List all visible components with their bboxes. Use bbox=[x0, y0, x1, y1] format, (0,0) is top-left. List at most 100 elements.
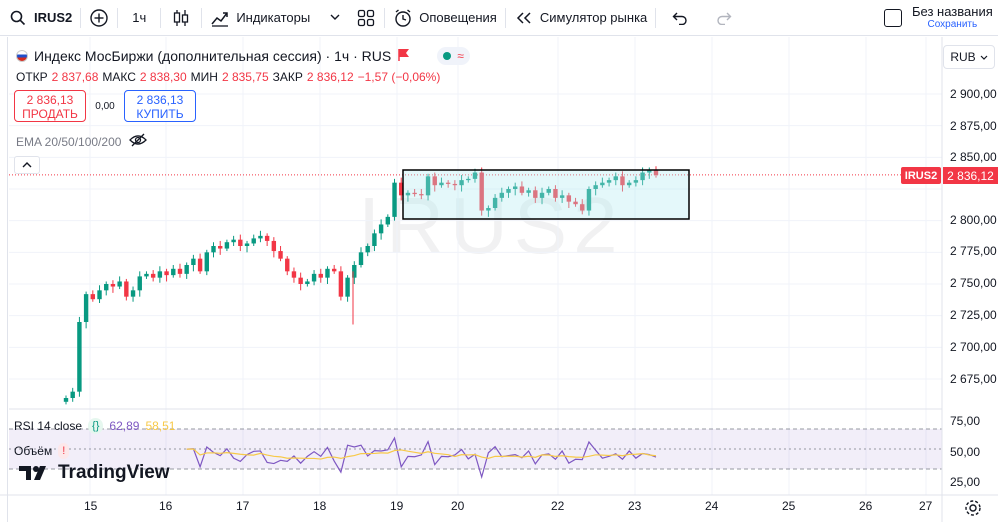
candle-body bbox=[77, 322, 82, 392]
candle-body bbox=[83, 294, 89, 322]
candle-body bbox=[251, 238, 256, 244]
time-tick: 17 bbox=[236, 499, 250, 513]
indicators-button[interactable]: Индикаторы bbox=[202, 0, 348, 36]
interval-button[interactable]: 1ч bbox=[118, 0, 160, 36]
candle-body bbox=[184, 265, 189, 274]
ema-legend[interactable]: EMA 20/50/100/200 bbox=[16, 133, 148, 150]
candle-body bbox=[244, 243, 250, 246]
warning-badge[interactable]: ! bbox=[58, 443, 70, 459]
rsi-badge[interactable]: {} bbox=[88, 418, 104, 434]
candle-body bbox=[137, 276, 142, 291]
time-tick: 27 bbox=[919, 499, 933, 513]
sell-price: 2 836,13 bbox=[26, 93, 74, 107]
volume-legend[interactable]: Объём ! bbox=[14, 443, 70, 459]
candle-body bbox=[258, 235, 263, 239]
candle-body bbox=[513, 186, 518, 189]
candle-body bbox=[305, 281, 310, 284]
plus-circle-icon bbox=[89, 8, 109, 28]
sell-button[interactable]: 2 836,13 ПРОДАТЬ bbox=[14, 90, 86, 122]
braces-icon: {} bbox=[92, 420, 100, 432]
candle-body bbox=[419, 194, 424, 196]
redo-button[interactable] bbox=[704, 0, 744, 36]
divider bbox=[504, 7, 506, 28]
indicators-label: Индикаторы bbox=[236, 10, 311, 25]
red-flag-icon[interactable] bbox=[397, 48, 411, 65]
tradingview-logo[interactable]: TradingView bbox=[18, 462, 170, 484]
chevron-down-icon[interactable] bbox=[330, 10, 340, 25]
candle-body bbox=[546, 189, 551, 193]
rsi-ma-line bbox=[186, 448, 657, 460]
templates-button[interactable] bbox=[348, 0, 384, 36]
candle-body bbox=[325, 268, 330, 278]
candle-body bbox=[378, 224, 384, 234]
candle-body bbox=[264, 235, 270, 241]
candle-body bbox=[533, 190, 538, 198]
candle-body bbox=[191, 258, 196, 265]
divider bbox=[201, 7, 203, 28]
candle-body bbox=[412, 192, 417, 195]
rsi-value: 62,89 bbox=[109, 419, 140, 433]
candle-body bbox=[352, 265, 357, 278]
square-icon bbox=[884, 9, 902, 27]
chart-legend: Индекс МосБиржи (дополнительная сессия) … bbox=[16, 47, 470, 65]
time-tick: 26 bbox=[859, 499, 873, 513]
ohlc-values: ОТКР 2 837,68 МАКС 2 838,30 МИН 2 835,75 ЗА… bbox=[16, 70, 440, 84]
candle-body bbox=[164, 271, 169, 276]
candle-body bbox=[177, 268, 183, 274]
alerts-button[interactable]: Оповещения bbox=[385, 0, 505, 36]
divider bbox=[655, 7, 657, 28]
grid-icon bbox=[356, 8, 376, 28]
candles bbox=[63, 166, 690, 405]
price-tick: 2 725,00 bbox=[950, 308, 997, 322]
candle-body bbox=[640, 172, 645, 181]
currency-label: RUB bbox=[950, 50, 976, 64]
eye-off-icon[interactable] bbox=[129, 133, 148, 150]
rewind-icon bbox=[514, 8, 534, 28]
divider bbox=[160, 7, 162, 28]
candle-body bbox=[539, 192, 545, 198]
candle-body bbox=[211, 246, 216, 253]
change-value: −1,57 (−0,06%) bbox=[357, 70, 441, 84]
symbol-search[interactable]: IRUS2 bbox=[0, 0, 80, 36]
buy-button[interactable]: 2 836,13 КУПИТЬ bbox=[124, 90, 196, 122]
time-tick: 23 bbox=[628, 499, 642, 513]
spread-value: 0,00 bbox=[95, 100, 115, 112]
close-value: 2 836,12 bbox=[306, 70, 354, 84]
rsi-line bbox=[186, 436, 657, 480]
currency-button[interactable]: RUB bbox=[943, 45, 995, 69]
interval-label: 1ч bbox=[132, 10, 147, 25]
settings-gear-icon[interactable] bbox=[963, 498, 983, 518]
price-tick: 2 675,00 bbox=[950, 372, 997, 386]
candle-body bbox=[130, 290, 136, 297]
candle-body bbox=[479, 172, 484, 211]
candle-body bbox=[553, 189, 558, 198]
candle-body bbox=[124, 281, 129, 297]
chart-type-button[interactable] bbox=[161, 0, 201, 36]
compare-button[interactable] bbox=[81, 0, 117, 36]
market-status-pill[interactable]: ≈ bbox=[437, 47, 470, 65]
alerts-label: Оповещения bbox=[419, 10, 497, 25]
candle-body bbox=[278, 251, 283, 259]
collapse-legend-button[interactable] bbox=[14, 156, 40, 174]
layout-title-block[interactable]: Без названия Сохранить bbox=[884, 0, 993, 36]
undo-button[interactable] bbox=[656, 0, 704, 36]
replay-button[interactable]: Симулятор рынка bbox=[506, 0, 655, 36]
low-label: МИН bbox=[190, 70, 218, 84]
layout-title-text: Без названия Сохранить bbox=[912, 5, 993, 31]
candle-body bbox=[620, 176, 625, 186]
candle-body bbox=[231, 239, 236, 243]
price-tick: 2 900,00 bbox=[950, 87, 997, 101]
candle-body bbox=[593, 185, 598, 189]
candle-body bbox=[331, 268, 337, 272]
current-price-tag: 2 836,12 bbox=[943, 167, 998, 184]
divider bbox=[117, 7, 119, 28]
candle-body bbox=[385, 216, 391, 225]
chevron-down-icon bbox=[980, 50, 988, 64]
candle-body bbox=[526, 190, 531, 193]
price-tick: 2 750,00 bbox=[950, 276, 997, 290]
candle-body bbox=[606, 180, 612, 183]
rsi-legend[interactable]: RSI 14 close {} 62,89 58,51 bbox=[14, 418, 175, 434]
legend-title[interactable]: Индекс МосБиржи (дополнительная сессия) … bbox=[34, 48, 392, 64]
layout-save-status[interactable]: Сохранить bbox=[927, 19, 978, 30]
open-label: ОТКР bbox=[16, 70, 48, 84]
